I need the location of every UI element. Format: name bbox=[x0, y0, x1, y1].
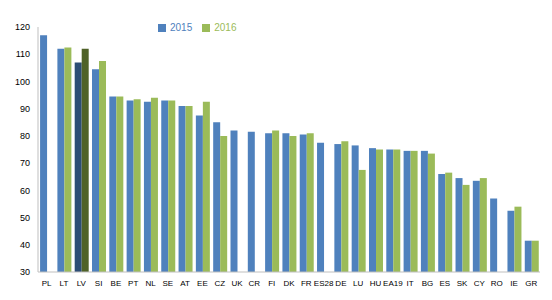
svg-text:110: 110 bbox=[16, 49, 30, 59]
svg-text:90: 90 bbox=[20, 104, 30, 114]
svg-text:BE: BE bbox=[111, 279, 122, 288]
svg-text:FI: FI bbox=[268, 279, 275, 288]
svg-text:NL: NL bbox=[145, 279, 156, 288]
svg-text:LT: LT bbox=[60, 279, 69, 288]
html-text:2015: 2015 bbox=[170, 22, 193, 33]
svg-text:BG: BG bbox=[422, 279, 434, 288]
svg-text:80: 80 bbox=[20, 131, 30, 141]
svg-text:EE: EE bbox=[197, 279, 208, 288]
svg-text:100: 100 bbox=[15, 77, 30, 87]
svg-text:DK: DK bbox=[283, 279, 295, 288]
svg-text:CZ: CZ bbox=[214, 279, 225, 288]
svg-text:ES: ES bbox=[439, 279, 450, 288]
svg-text:50: 50 bbox=[20, 213, 30, 223]
svg-text:60: 60 bbox=[20, 186, 30, 196]
svg-text:HU: HU bbox=[370, 279, 382, 288]
svg-text:SK: SK bbox=[457, 279, 468, 288]
svg-text:ES28: ES28 bbox=[314, 279, 334, 288]
svg-text:DE: DE bbox=[335, 279, 346, 288]
svg-text:70: 70 bbox=[20, 158, 30, 168]
svg-text:RO: RO bbox=[491, 279, 503, 288]
svg-text:30: 30 bbox=[20, 267, 30, 277]
html-text:2016: 2016 bbox=[214, 22, 237, 33]
svg-text:CY: CY bbox=[474, 279, 486, 288]
svg-text:SI: SI bbox=[95, 279, 103, 288]
svg-text:LU: LU bbox=[353, 279, 363, 288]
svg-text:LV: LV bbox=[77, 279, 87, 288]
svg-text:EA19: EA19 bbox=[383, 279, 403, 288]
svg-text:PT: PT bbox=[128, 279, 138, 288]
svg-text:CR: CR bbox=[249, 279, 261, 288]
svg-text:AT: AT bbox=[180, 279, 190, 288]
svg-text:GR: GR bbox=[525, 279, 537, 288]
svg-text:SE: SE bbox=[162, 279, 173, 288]
svg-text:IE: IE bbox=[510, 279, 518, 288]
svg-text:120: 120 bbox=[15, 22, 30, 32]
svg-text:UK: UK bbox=[232, 279, 244, 288]
svg-text:FR: FR bbox=[301, 279, 312, 288]
svg-text:PL: PL bbox=[42, 279, 52, 288]
svg-text:40: 40 bbox=[20, 240, 30, 250]
svg-text:IT: IT bbox=[407, 279, 414, 288]
